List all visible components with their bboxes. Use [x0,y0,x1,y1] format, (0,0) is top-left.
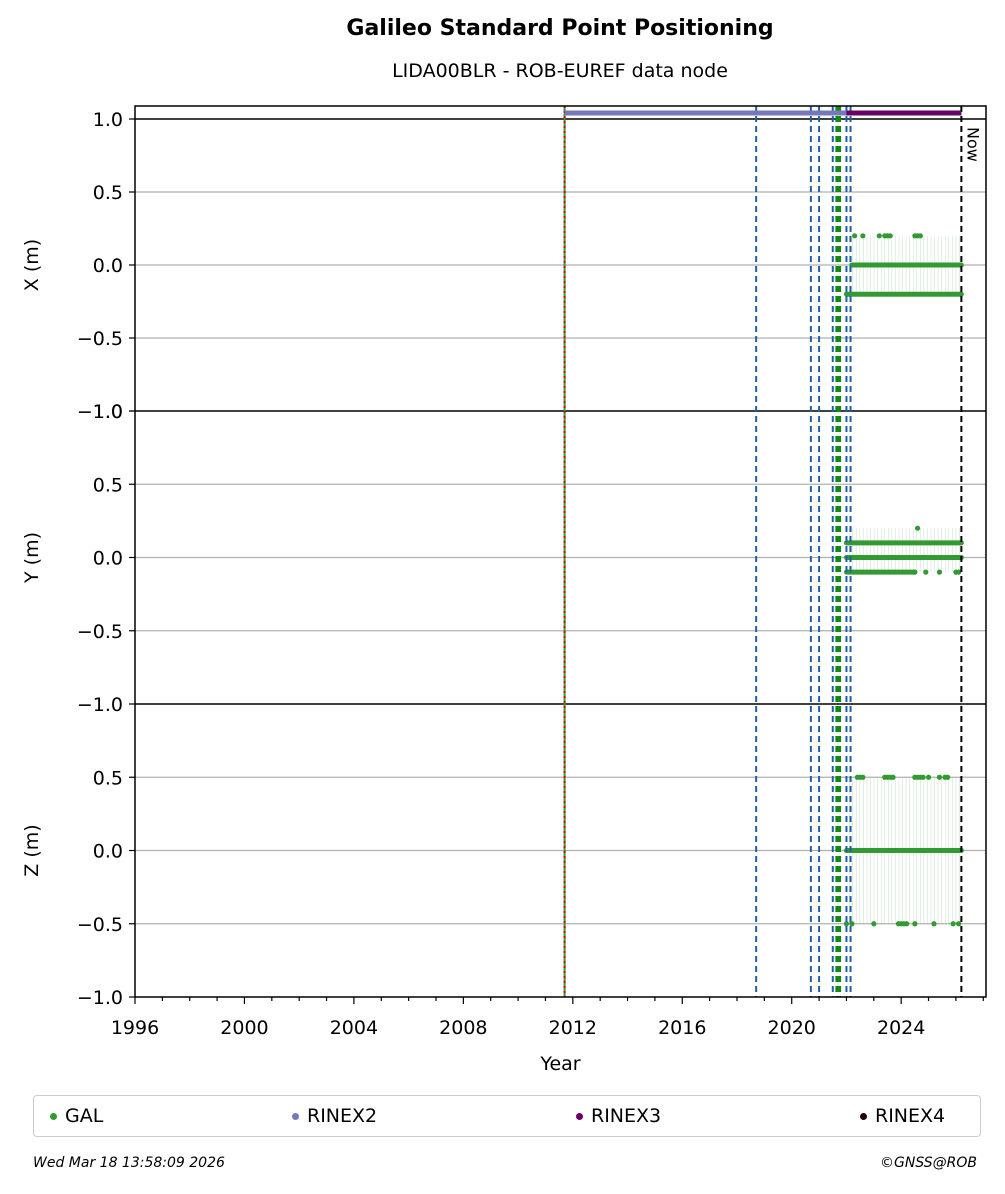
gal-point [950,921,956,927]
y-tick-label: 0.5 [93,474,123,496]
gal-point [904,921,910,927]
x-tick-label: 2020 [768,1017,816,1039]
y-axis-label: X (m) [21,239,43,291]
gal-point [912,569,918,575]
y-tick-label: 0.0 [93,548,123,570]
chart-title: Galileo Standard Point Positioning [346,16,774,41]
legend-item-gal: GAL [50,1105,103,1127]
x-tick-label: 2024 [877,1017,925,1039]
plot-frame [134,105,987,998]
gal-point [925,774,932,780]
y-tick-label: 0.5 [93,767,123,789]
legend-label-rinex2: RINEX2 [307,1105,378,1127]
gal-point [871,921,877,927]
y-tick-label: 1.0 [93,401,123,423]
gal-point [860,774,866,780]
gal-point [945,774,951,780]
gal-point [914,525,921,531]
y-tick-label: −0.5 [77,621,123,643]
legend-label-rinex3: RINEX3 [591,1105,662,1127]
x-tick-label: 2004 [330,1017,378,1039]
gal-point [876,233,882,239]
chart-subtitle: LIDA00BLR - ROB-EUREF data node [392,60,728,82]
x-tick-label: 2016 [658,1017,706,1039]
y-tick-label: −0.5 [77,328,123,350]
gal-point [931,921,937,927]
gal-point [956,921,962,927]
gal-point [890,774,896,780]
y-tick-label: 0.0 [93,255,123,277]
legend-marker-rinex2 [292,1112,299,1120]
legend-label-gal: GAL [65,1105,104,1127]
y-tick-label: −1.0 [77,987,123,1009]
gal-point [936,569,943,575]
y-tick-label: 1.0 [93,109,123,131]
y-axis-label: Y (m) [21,532,43,584]
gal-point [956,569,962,575]
legend-marker-rinex3 [576,1112,583,1120]
y-tick-label: 0.0 [93,841,123,863]
gal-point [912,921,918,927]
legend-label-rinex4: RINEX4 [875,1105,946,1127]
now-label: Now [963,127,982,162]
legend-item-rinex2: RINEX2 [292,1105,377,1127]
legend-marker-gal [50,1112,57,1120]
gal-point [860,233,866,239]
y-tick-label: −1.0 [77,401,123,423]
gal-point [917,233,923,239]
gal-point [849,921,855,927]
gal-point [852,233,858,239]
x-axis-label: Year [539,1053,580,1075]
x-tick-label: 2008 [439,1017,487,1039]
legend: GAL RINEX2 RINEX3 RINEX4 [33,1095,981,1137]
gal-point [920,774,926,780]
x-tick-label: 1996 [111,1017,159,1039]
legend-marker-rinex4 [860,1112,867,1120]
y-tick-label: −1.0 [77,694,123,716]
gal-point [936,774,943,780]
gal-point [923,569,929,575]
legend-item-rinex3: RINEX3 [576,1105,661,1127]
gal-point [843,921,850,927]
x-tick-label: 2000 [220,1017,268,1039]
gal-point [887,233,893,239]
y-tick-label: −0.5 [77,914,123,936]
footer-credit: ©GNSS@ROB [880,1155,977,1171]
footer-timestamp: Wed Mar 18 13:58:09 2026 [33,1155,225,1171]
y-tick-label: 0.5 [93,182,123,204]
y-axis-label: Z (m) [21,824,43,876]
x-tick-label: 2012 [549,1017,597,1039]
legend-item-rinex4: RINEX4 [860,1105,945,1127]
